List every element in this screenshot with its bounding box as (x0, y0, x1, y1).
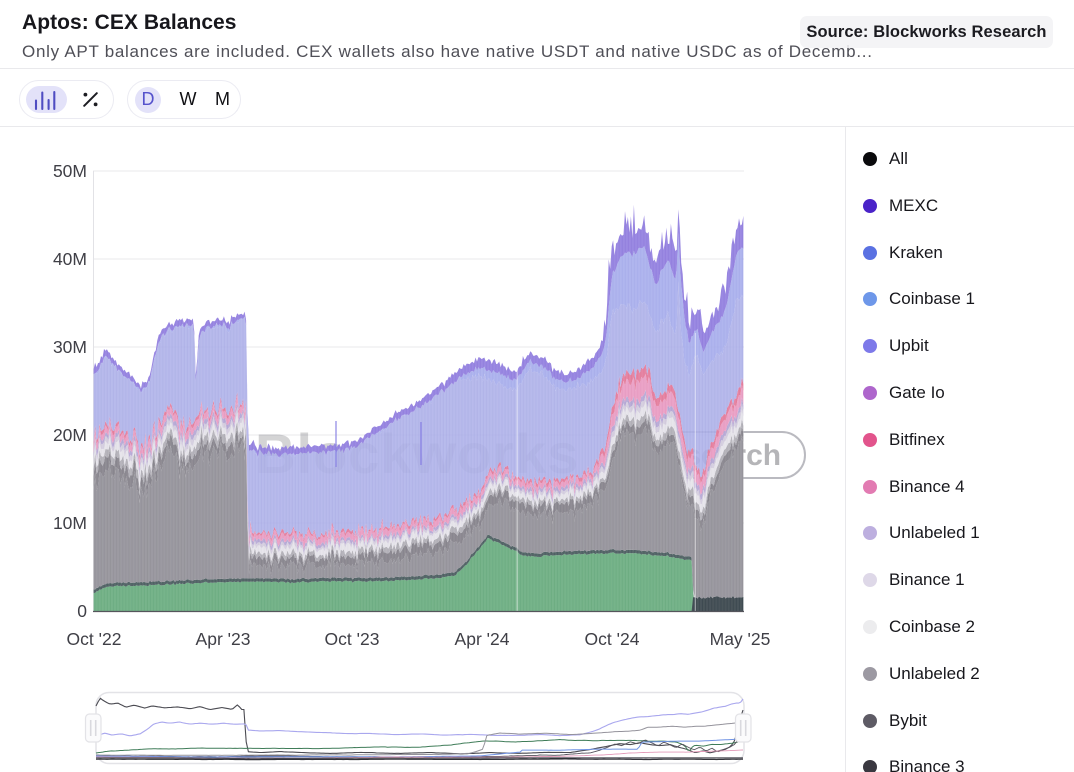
svg-text:10M: 10M (53, 513, 87, 533)
svg-text:Apr '24: Apr '24 (455, 629, 510, 649)
svg-text:50M: 50M (53, 161, 87, 181)
svg-text:30M: 30M (53, 337, 87, 357)
svg-text:Apr '23: Apr '23 (196, 629, 251, 649)
svg-text:Oct '24: Oct '24 (585, 629, 640, 649)
svg-text:May '25: May '25 (710, 629, 771, 649)
svg-text:20M: 20M (53, 425, 87, 445)
svg-text:Oct '22: Oct '22 (67, 629, 122, 649)
svg-text:0: 0 (77, 601, 87, 621)
svg-text:Oct '23: Oct '23 (325, 629, 380, 649)
svg-text:40M: 40M (53, 249, 87, 269)
